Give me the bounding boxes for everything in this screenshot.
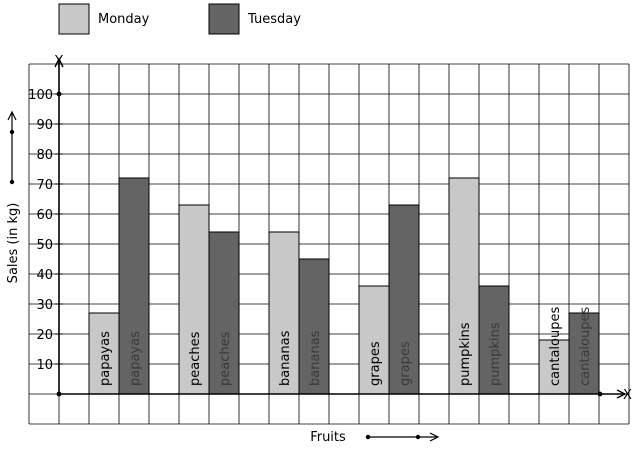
bar-tuesday-cantaloupes <box>568 312 600 395</box>
bar-tuesday-pumpkins <box>478 285 510 395</box>
bar-monday-bananas <box>268 231 300 395</box>
y-tick-label: 20 <box>36 328 53 343</box>
bar-monday-pumpkins <box>448 177 480 395</box>
bar-label-monday-bananas: bananas <box>278 330 293 386</box>
y-tick-label: 30 <box>36 298 53 313</box>
y-tick-label: 80 <box>36 148 53 163</box>
legend-swatch-tuesday <box>208 3 240 35</box>
bar-label-monday-papayas: papayas <box>98 331 113 386</box>
legend-label-monday: Monday <box>98 12 150 27</box>
y-tick-label: 100 <box>28 88 53 103</box>
axes: 10 20 30 40 50 60 70 80 90 100 <box>28 57 627 399</box>
bar-label-tuesday-cantaloupes: cantaloupes <box>578 307 593 386</box>
y-title-arrow-head <box>7 110 17 121</box>
bar-label-monday-cantaloupes: cantaloupes <box>548 307 563 386</box>
legend-label-tuesday: Tuesday <box>247 12 301 27</box>
bar-tuesday-papayas <box>118 177 150 395</box>
bar-label-monday-peaches: peaches <box>188 331 203 386</box>
origin-dot <box>56 391 62 397</box>
bar-label-tuesday-peaches: peaches <box>218 331 233 386</box>
bar-label-tuesday-bananas: bananas <box>308 330 323 386</box>
x-title-arrow-dot <box>415 434 421 440</box>
y-tick-label: 90 <box>36 118 53 133</box>
y-axis-letter: Y <box>54 54 63 69</box>
x-axis-title: Fruits <box>310 430 346 445</box>
bar-tuesday-peaches <box>208 231 240 395</box>
bar-tuesday-grapes <box>388 204 420 395</box>
y-axis-title: Sales (in kg) <box>6 203 21 284</box>
y-title-arrow-dot <box>9 179 15 185</box>
x-axis-arrow <box>616 389 627 399</box>
x-title-arrow-dot <box>365 434 371 440</box>
y-title-arrow-dot <box>9 129 15 135</box>
legend-swatch-monday <box>58 3 90 35</box>
x-axis-letter: X <box>623 388 632 403</box>
x-axis-end-dot <box>597 391 603 397</box>
bars: papayas papayas peaches peaches bananas banan… <box>88 177 600 395</box>
bar-label-tuesday-papayas: papayas <box>128 331 143 386</box>
y-tick-label: 60 <box>36 208 53 223</box>
bar-label-monday-grapes: grapes <box>368 341 383 386</box>
bar-label-monday-pumpkins: pumpkins <box>458 322 473 386</box>
axis-labels: X Y Fruits Sales (in kg) <box>6 54 632 445</box>
bar-label-tuesday-grapes: grapes <box>398 341 413 386</box>
y-tick-label: 10 <box>36 358 53 373</box>
y-tick-label: 70 <box>36 178 53 193</box>
y-tick-label: 40 <box>36 268 53 283</box>
y-axis-arrow <box>54 57 64 68</box>
legend: Monday Tuesday <box>58 3 301 35</box>
bar-monday-cantaloupes <box>538 339 570 395</box>
x-title-arrow-head <box>429 432 440 442</box>
bar-monday-papayas <box>88 312 120 395</box>
bar-label-tuesday-pumpkins: pumpkins <box>488 322 503 386</box>
y-tick-label: 50 <box>36 238 53 253</box>
